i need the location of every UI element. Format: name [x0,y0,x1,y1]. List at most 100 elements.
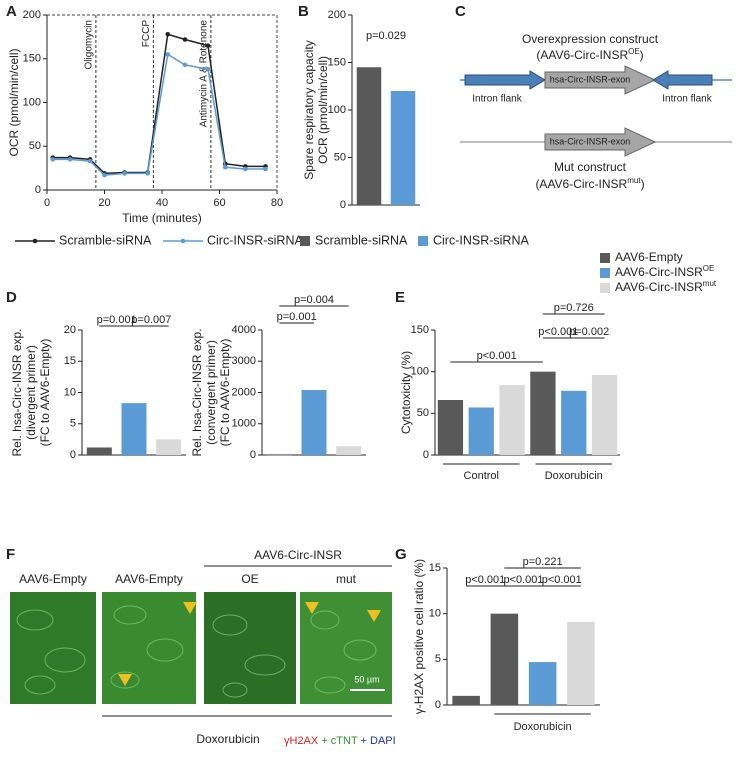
oe-sup: OE [628,47,640,56]
sig-label: p=0.221 [523,556,563,568]
micrograph [204,592,296,704]
y-axis-label: (convergent primer) [204,340,218,445]
bar [390,91,416,205]
mut-name: (AAV6-Circ-INSRmut) [535,176,644,191]
sig-label: p=0.002 [569,326,609,338]
y-axis-label: Spare respiratory capacity [302,40,316,179]
stain-label: γH2AX + cTNT + DAPI [284,735,396,747]
y-tick-label: 15 [429,562,441,574]
legend-swatch [418,236,428,246]
y-tick-label: 200 [23,9,41,21]
intron-arrow-left [464,70,546,90]
sig-label: p=0.001 [277,311,317,323]
exon-label: hsa-Circ-INSR-exon [550,136,631,146]
line-point [50,157,56,162]
legend-swatch [300,236,310,246]
group-label: Doxorubicin [545,470,603,482]
treatment-label: Oligomycin [84,20,95,69]
sig-label: p<0.001 [465,574,505,586]
micrograph-label: mut [336,572,357,586]
bar [567,621,595,705]
y-tick-label: 10 [429,608,441,620]
bar [86,447,112,455]
stain-blue: + DAPI [361,735,396,747]
x-tick-label: 0 [44,197,50,209]
bar [591,375,618,455]
oe-name-text: (AAV6-Circ-INSR [536,48,628,62]
y-tick-label: 5 [435,653,441,665]
y-tick-label: 100 [328,104,346,116]
sig-label: p<0.001 [542,574,582,586]
line-series [52,33,266,175]
micrographs: 50 µm AAV6-Empty AAV6-Empty OE mut AAV6-… [10,548,396,747]
bar [336,446,362,455]
y-tick-label: 150 [328,56,346,68]
line-point [67,157,73,162]
x-tick-label: 40 [156,197,168,209]
line-point [263,166,268,172]
bar [121,403,147,455]
intron-arrow-right [652,70,713,90]
y-tick-label: 200 [328,9,346,21]
bar [452,695,480,705]
sig-label: p<0.001 [503,574,543,586]
legend-marker [32,238,38,244]
y-tick-label: 0 [340,199,346,211]
y-tick-label: 0 [35,184,41,196]
y-tick-label: 2000 [232,386,256,398]
treatment-label: FCCP [141,20,152,48]
stain-green: + cTNT [321,735,358,747]
bar [468,407,494,455]
legend-name: AAV6-Empty [615,250,683,264]
oe-name: (AAV6-Circ-INSROE) [536,47,643,62]
y-tick-label: 3000 [232,355,256,367]
mut-sup: mut [627,176,641,185]
y-tick-label: 150 [411,324,429,336]
y-tick-label: 100 [23,96,41,108]
y-axis-label: (FC to AAV6-Empty) [38,339,52,447]
micrograph [10,592,96,704]
line-point [87,158,93,164]
stain-red: γH2AX [284,735,319,747]
legend-label: Scramble-siRNA [315,233,408,247]
x-axis-label: Time (minutes) [122,211,202,225]
legend-swatch [600,253,610,263]
plot-frame [47,14,278,190]
bar [156,439,182,455]
bar [528,662,557,705]
micrograph [102,592,196,704]
panel-label: E [395,289,405,306]
bar [561,390,587,455]
legend-name: AAV6-Circ-INSR [615,265,703,279]
micrograph-label: AAV6-Empty [19,572,87,586]
exon-arrow [544,127,657,157]
legend-swatch [600,283,610,293]
mut-close: ) [641,177,645,191]
bar [356,67,382,205]
line-point [145,171,150,176]
sig-label: p=0.001 [97,314,137,326]
panel-label: G [395,546,407,563]
panel-label: F [6,546,15,563]
line-series [52,53,266,176]
legend-label: AAV6-Circ-INSROE [615,264,714,279]
line-point [182,37,188,42]
treatment-label: Antimycin A & Rotenone [199,20,210,128]
legend-marker [180,238,186,244]
bar [530,371,556,455]
legend-name: AAV6-Circ-INSR [615,280,703,294]
intron-label: Intron flank [662,94,712,105]
y-tick-label: 20 [64,324,76,336]
y-axis-label: OCR (pmol/min/cell) [7,48,21,156]
legend-label: Scramble-siRNA [59,233,152,247]
y-axis-label: γ-H2AX positive cell ratio (%) [412,559,426,714]
legend-label: AAV6-Circ-INSRmut [615,279,717,294]
micrograph-label: AAV6-Empty [115,572,183,586]
line-point [102,172,107,178]
y-tick-label: 10 [64,386,76,398]
y-axis-label: Cytotoxicity (%) [399,351,413,434]
y-axis-label: Rel. hsa-Circ-INSR exp. [190,328,204,456]
group-label: AAV6-Circ-INSR [254,548,342,562]
bar [490,613,519,705]
